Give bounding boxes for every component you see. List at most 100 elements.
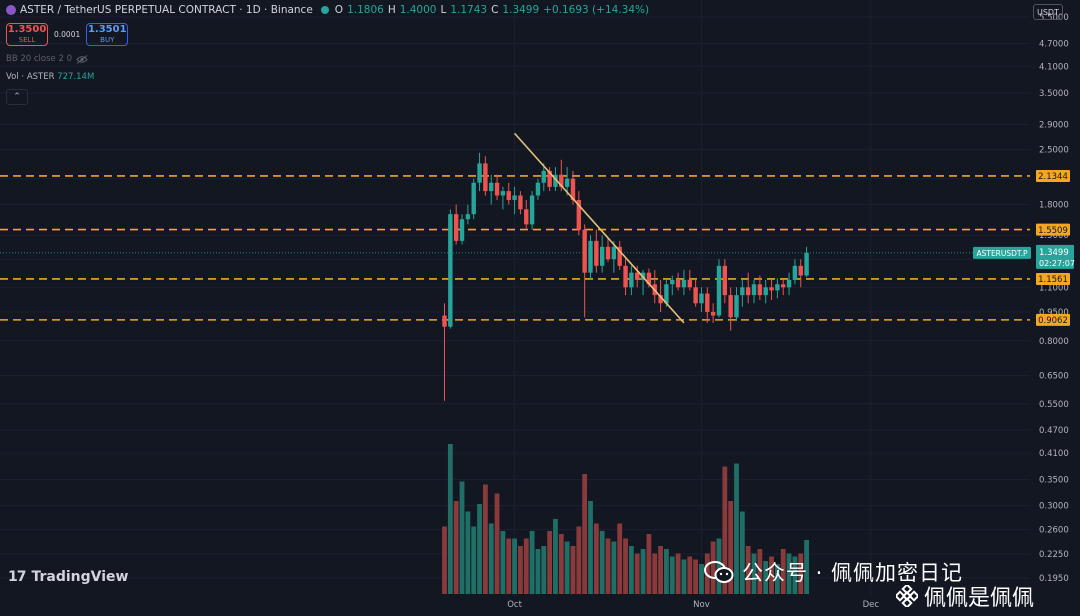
- candle-body: [459, 219, 465, 241]
- volume-bar: [605, 538, 611, 594]
- level-price-tag: [1036, 169, 1070, 182]
- volume-bar: [611, 541, 617, 594]
- candle-body: [611, 246, 617, 260]
- volume-bar: [728, 501, 734, 594]
- candle-body: [804, 252, 809, 276]
- candle-body: [792, 265, 798, 280]
- volume-bar: [710, 541, 716, 594]
- volume-bar: [628, 546, 634, 594]
- price-tick-label: 1.5000: [1039, 231, 1069, 241]
- candle-body: [781, 284, 786, 288]
- aster-logo-icon: [6, 5, 16, 15]
- candle-body: [681, 279, 687, 288]
- candle-body: [582, 229, 587, 273]
- time-tick-label: Nov: [693, 600, 710, 610]
- level-price-tag: [1036, 223, 1070, 236]
- chevron-up-icon: ⌃: [13, 92, 21, 102]
- candle-body: [675, 279, 681, 288]
- candle-body: [506, 191, 511, 200]
- last-price-label: 1.3499: [1039, 248, 1069, 258]
- collapse-legend-button[interactable]: ⌃: [6, 89, 28, 105]
- candle-body: [629, 272, 634, 288]
- candle-body: [483, 163, 488, 192]
- watermark-text-2: 佩佩是佩佩: [924, 586, 1035, 611]
- candle-body: [745, 287, 751, 296]
- last-price-tag: [1036, 244, 1074, 269]
- price-tick-label: 0.3000: [1039, 502, 1069, 512]
- volume-bar: [570, 546, 576, 594]
- volume-indicator[interactable]: Vol · ASTER 727.14M: [6, 72, 94, 82]
- candle-body: [740, 287, 745, 296]
- volume-bar: [500, 531, 506, 594]
- close-label: C: [491, 4, 499, 16]
- descending-trendline: [513, 132, 685, 324]
- candle-body: [529, 195, 535, 225]
- candle-body: [658, 295, 663, 304]
- eye-hidden-icon[interactable]: [76, 54, 88, 64]
- volume-bar: [582, 474, 588, 594]
- tradingview-mark-icon: 17: [8, 569, 27, 585]
- candle-body: [763, 287, 768, 296]
- volume-bar: [459, 481, 465, 594]
- volume-bar: [617, 523, 623, 594]
- candle-body: [588, 240, 593, 273]
- candle-body: [646, 272, 652, 285]
- volume-bar: [634, 553, 640, 594]
- buy-button[interactable]: 1.3501 BUY: [86, 23, 129, 46]
- volume-bar: [599, 531, 605, 594]
- level-price-label: 1.1561: [1038, 275, 1068, 285]
- candle-body: [687, 279, 692, 288]
- volume-bar: [780, 549, 786, 594]
- candle-body: [535, 182, 541, 196]
- bb-indicator[interactable]: BB 20 close 2 0: [6, 54, 88, 64]
- volume-bar: [652, 553, 658, 594]
- open-label: O: [334, 4, 344, 16]
- volume-bar: [675, 553, 681, 594]
- volume-bar: [541, 546, 547, 594]
- time-tick-label: Oct: [507, 600, 522, 610]
- candle-body: [798, 265, 803, 276]
- low-label: L: [440, 4, 447, 16]
- candle-body: [605, 246, 611, 260]
- candle-body: [541, 170, 546, 183]
- volume-bar: [558, 534, 564, 594]
- buy-label: BUY: [100, 36, 115, 44]
- volume-bar: [664, 549, 669, 594]
- spread-value: 0.0001: [54, 30, 81, 39]
- buy-price: 1.3501: [87, 24, 127, 35]
- volume-bar: [465, 511, 471, 594]
- time-tick-label: Dec: [863, 600, 880, 610]
- time-axis[interactable]: Oct Nov Dec: [507, 600, 879, 610]
- high-value: 1.4000: [399, 4, 437, 16]
- volume-bar: [640, 549, 646, 594]
- volume-bar: [482, 484, 488, 594]
- volume-bar: [716, 538, 722, 594]
- symbol-title[interactable]: ASTER / TetherUS PERPETUAL CONTRACT · 1D…: [20, 4, 313, 16]
- symbol-header: ASTER / TetherUS PERPETUAL CONTRACT · 1D…: [6, 4, 649, 16]
- price-axis[interactable]: 5.50004.70004.10003.50002.90002.50002.10…: [973, 13, 1075, 584]
- trendline[interactable]: [513, 132, 685, 324]
- level-price-label: 1.5509: [1038, 226, 1068, 236]
- volume-bar: [774, 564, 780, 594]
- price-tick-label: 0.4100: [1039, 449, 1069, 459]
- price-tick-label: 3.5000: [1039, 89, 1069, 99]
- volume-bar: [453, 501, 459, 594]
- volume-bar: [646, 534, 652, 594]
- price-tick-label: 4.7000: [1039, 39, 1069, 49]
- volume-bar: [693, 559, 699, 594]
- price-tick-label: 0.9500: [1039, 308, 1069, 318]
- candle-body: [477, 163, 482, 183]
- currency-selector[interactable]: USDT: [1033, 4, 1063, 20]
- candle-body: [599, 246, 605, 266]
- volume-bar: [734, 463, 739, 594]
- candles: [442, 152, 809, 401]
- volume-bar: [471, 526, 477, 594]
- price-tick-label: 0.5500: [1039, 400, 1069, 410]
- price-tick-label: 0.4700: [1039, 426, 1069, 436]
- price-tick-label: 5.5000: [1039, 13, 1069, 23]
- volume-bar: [751, 553, 757, 594]
- sell-button[interactable]: 1.3500 SELL: [6, 23, 48, 46]
- symbol-tag: [973, 246, 1031, 259]
- volume-bar: [494, 493, 500, 594]
